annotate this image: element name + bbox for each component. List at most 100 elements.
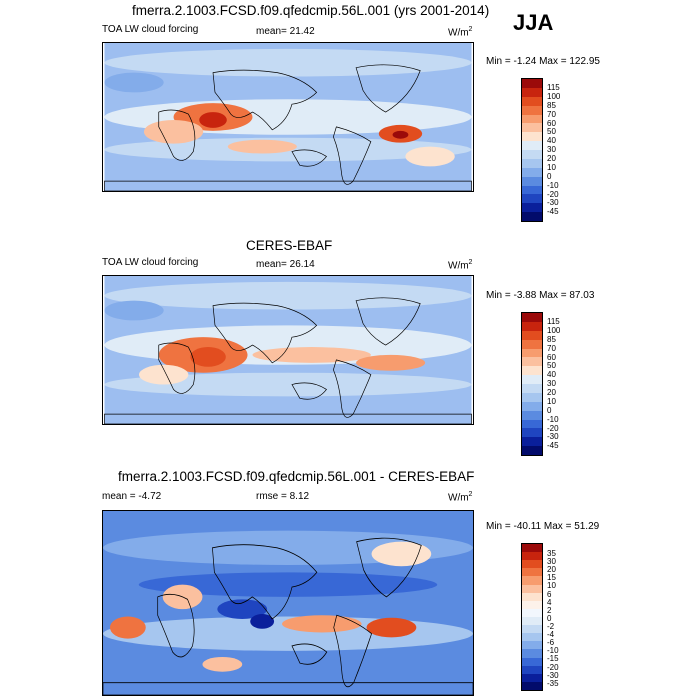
colorbar-tick-label: 0 (547, 405, 552, 415)
colorbar-swatch (522, 625, 542, 634)
colorbar-swatch (522, 150, 542, 159)
colorbar-tick-label: 0 (547, 171, 552, 181)
colorbar-swatch (522, 681, 542, 690)
panel3-title: fmerra.2.1003.FCSD.f09.qfedcmip.56L.001 … (118, 469, 475, 484)
colorbar-tick-label: 6 (547, 589, 552, 599)
colorbar-tick-label: 70 (547, 109, 556, 119)
colorbar-tick-label: 50 (547, 361, 556, 371)
colorbar-swatch (522, 446, 542, 455)
panel3-units: W/m2 (448, 491, 473, 504)
colorbar-swatch (522, 576, 542, 585)
panel1-center-label: mean= 21.42 (256, 26, 315, 37)
colorbar-swatch (522, 141, 542, 150)
colorbar-tick-label: -15 (547, 654, 559, 664)
colorbar-swatch (522, 176, 542, 186)
colorbar-swatch (522, 410, 542, 420)
panel1-minmax: Min = -1.24 Max = 122.95 (486, 56, 600, 67)
colorbar-swatch (522, 348, 542, 358)
panel1-colorbar (521, 78, 543, 222)
colorbar-tick-label: 40 (547, 136, 556, 146)
colorbar-swatch (522, 584, 542, 593)
colorbar-swatch (522, 657, 542, 666)
colorbar-tick-label: -10 (547, 646, 559, 656)
colorbar-swatch (522, 96, 542, 106)
colorbar-swatch (522, 194, 542, 204)
colorbar-swatch (522, 428, 542, 438)
season-label: JJA (513, 10, 554, 35)
colorbar-swatch (522, 616, 542, 626)
colorbar-swatch (522, 339, 542, 349)
panel1-map (102, 42, 474, 192)
panel2-colorbar-ticks: 115 100 85 70 60 50 40 30 20 10 0 -10 -20 -30 -45 (547, 317, 561, 451)
panel1-colorbar-ticks: 115 100 85 70 60 50 40 30 20 10 0 -10 -20 -30 -45 (547, 83, 561, 217)
colorbar-swatch (522, 568, 542, 577)
panel3-map-svg (103, 511, 473, 695)
panel3-center-label: rmse = 8.12 (256, 491, 310, 502)
colorbar-swatch (522, 392, 542, 402)
colorbar-tick-label: -2 (547, 621, 555, 631)
colorbar-swatch (522, 203, 542, 213)
colorbar-tick-label: -35 (547, 678, 559, 688)
panel2-left-label: TOA LW cloud forcing (102, 257, 199, 268)
colorbar-swatch (522, 649, 542, 658)
colorbar-tick-label: 100 (547, 91, 561, 101)
colorbar-tick-label: 85 (547, 100, 556, 110)
panel1-title: fmerra.2.1003.FCSD.f09.qfedcmip.56L.001 … (132, 3, 490, 18)
panel3-colorbar-ticks: 35 30 20 15 10 6 4 2 0 -2 -4 -6 -10 -15 -20 -30 -35 (547, 549, 559, 688)
panel3-map (102, 510, 474, 696)
panel2-units: W/m2 (448, 259, 473, 272)
colorbar-swatch (522, 132, 542, 142)
colorbar-tick-label: 10 (547, 396, 556, 406)
colorbar-tick-label: 20 (547, 565, 556, 575)
colorbar-tick-label: 35 (547, 549, 556, 558)
colorbar-swatch (522, 673, 542, 682)
panel2-minmax: Min = -3.88 Max = 87.03 (486, 290, 595, 301)
panel1-left-label: TOA LW cloud forcing (102, 24, 199, 35)
colorbar-swatch (522, 600, 542, 609)
panel2-title: CERES-EBAF (246, 238, 333, 253)
colorbar-swatch (522, 592, 542, 601)
colorbar-tick-label: 60 (547, 352, 556, 362)
colorbar-tick-label: 30 (547, 145, 556, 155)
colorbar-swatch (522, 560, 542, 569)
colorbar-swatch (522, 544, 542, 553)
colorbar-tick-label: -30 (547, 198, 559, 208)
colorbar-swatch (522, 79, 542, 88)
colorbar-swatch (522, 87, 542, 97)
panel3-minmax: Min = -40.11 Max = 51.29 (486, 521, 600, 532)
colorbar-tick-label: 85 (547, 334, 556, 344)
colorbar-tick-label: 10 (547, 162, 556, 172)
colorbar-tick-label: 15 (547, 573, 556, 583)
colorbar-tick-label: -30 (547, 432, 559, 442)
colorbar-swatch (522, 158, 542, 168)
colorbar-tick-label: 2 (547, 605, 552, 615)
panel1-map-svg (104, 43, 472, 191)
colorbar-tick-label: 60 (547, 118, 556, 128)
colorbar-swatch (522, 384, 542, 393)
colorbar-swatch (522, 123, 542, 133)
colorbar-tick-label: -45 (547, 441, 559, 451)
colorbar-tick-label: 20 (547, 388, 556, 397)
colorbar-tick-label: 30 (547, 557, 556, 567)
colorbar-swatch (522, 665, 542, 674)
colorbar-tick-label: -30 (547, 670, 559, 680)
colorbar-swatch (522, 321, 542, 331)
colorbar-tick-label: -6 (547, 638, 555, 648)
colorbar-tick-label: -20 (547, 662, 559, 672)
colorbar-tick-label: 40 (547, 370, 556, 380)
colorbar-swatch (522, 366, 542, 376)
colorbar-swatch (522, 167, 542, 177)
colorbar-tick-label: 100 (547, 325, 561, 335)
colorbar-tick-label: 50 (547, 127, 556, 137)
panel2-colorbar (521, 312, 543, 456)
colorbar-tick-label: -4 (547, 630, 555, 640)
colorbar-tick-label: 115 (547, 317, 560, 326)
panel3-left-label: mean = -4.72 (102, 491, 162, 502)
colorbar-tick-label: 0 (547, 613, 552, 623)
colorbar-swatch (522, 114, 542, 124)
colorbar-tick-label: -10 (547, 180, 559, 190)
colorbar-swatch (522, 105, 542, 115)
colorbar-swatch (522, 608, 542, 617)
panel2-center-label: mean= 26.14 (256, 259, 315, 270)
colorbar-swatch (522, 633, 542, 642)
